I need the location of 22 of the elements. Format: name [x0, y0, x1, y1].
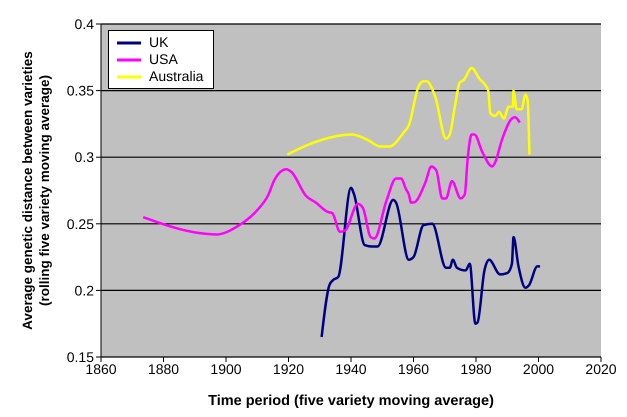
y-tick-label: 0.25: [66, 216, 94, 232]
legend-label: Australia: [149, 68, 204, 85]
x-tick-label: 2000: [522, 360, 554, 377]
y-tick-label: 0.2: [74, 282, 94, 298]
y-tick-label: 0.3: [74, 149, 94, 166]
x-tick-label: 1900: [210, 360, 242, 377]
y-tick-label: 0.4: [74, 16, 94, 32]
y-tick-label: 0.35: [66, 82, 94, 99]
x-tick-label: 1940: [335, 360, 367, 377]
x-tick-label: 2020: [585, 360, 617, 377]
legend-label: USA: [149, 51, 178, 68]
legend-label: UK: [149, 34, 168, 51]
x-tick-label: 1980: [460, 360, 492, 377]
line-series: [286, 66, 531, 156]
x-tick-label: 1920: [272, 360, 304, 377]
y-tick-label: 0.15: [66, 348, 94, 365]
y-axis-title: Average genetic distance between varieties (rolling five variety moving average): [20, 51, 52, 330]
x-tick-label: 1880: [148, 360, 180, 377]
line-series: [320, 186, 542, 338]
x-axis-title: Time period (five variety moving average): [208, 393, 494, 409]
line-series: [142, 116, 521, 240]
x-tick-label: 1960: [398, 360, 430, 377]
